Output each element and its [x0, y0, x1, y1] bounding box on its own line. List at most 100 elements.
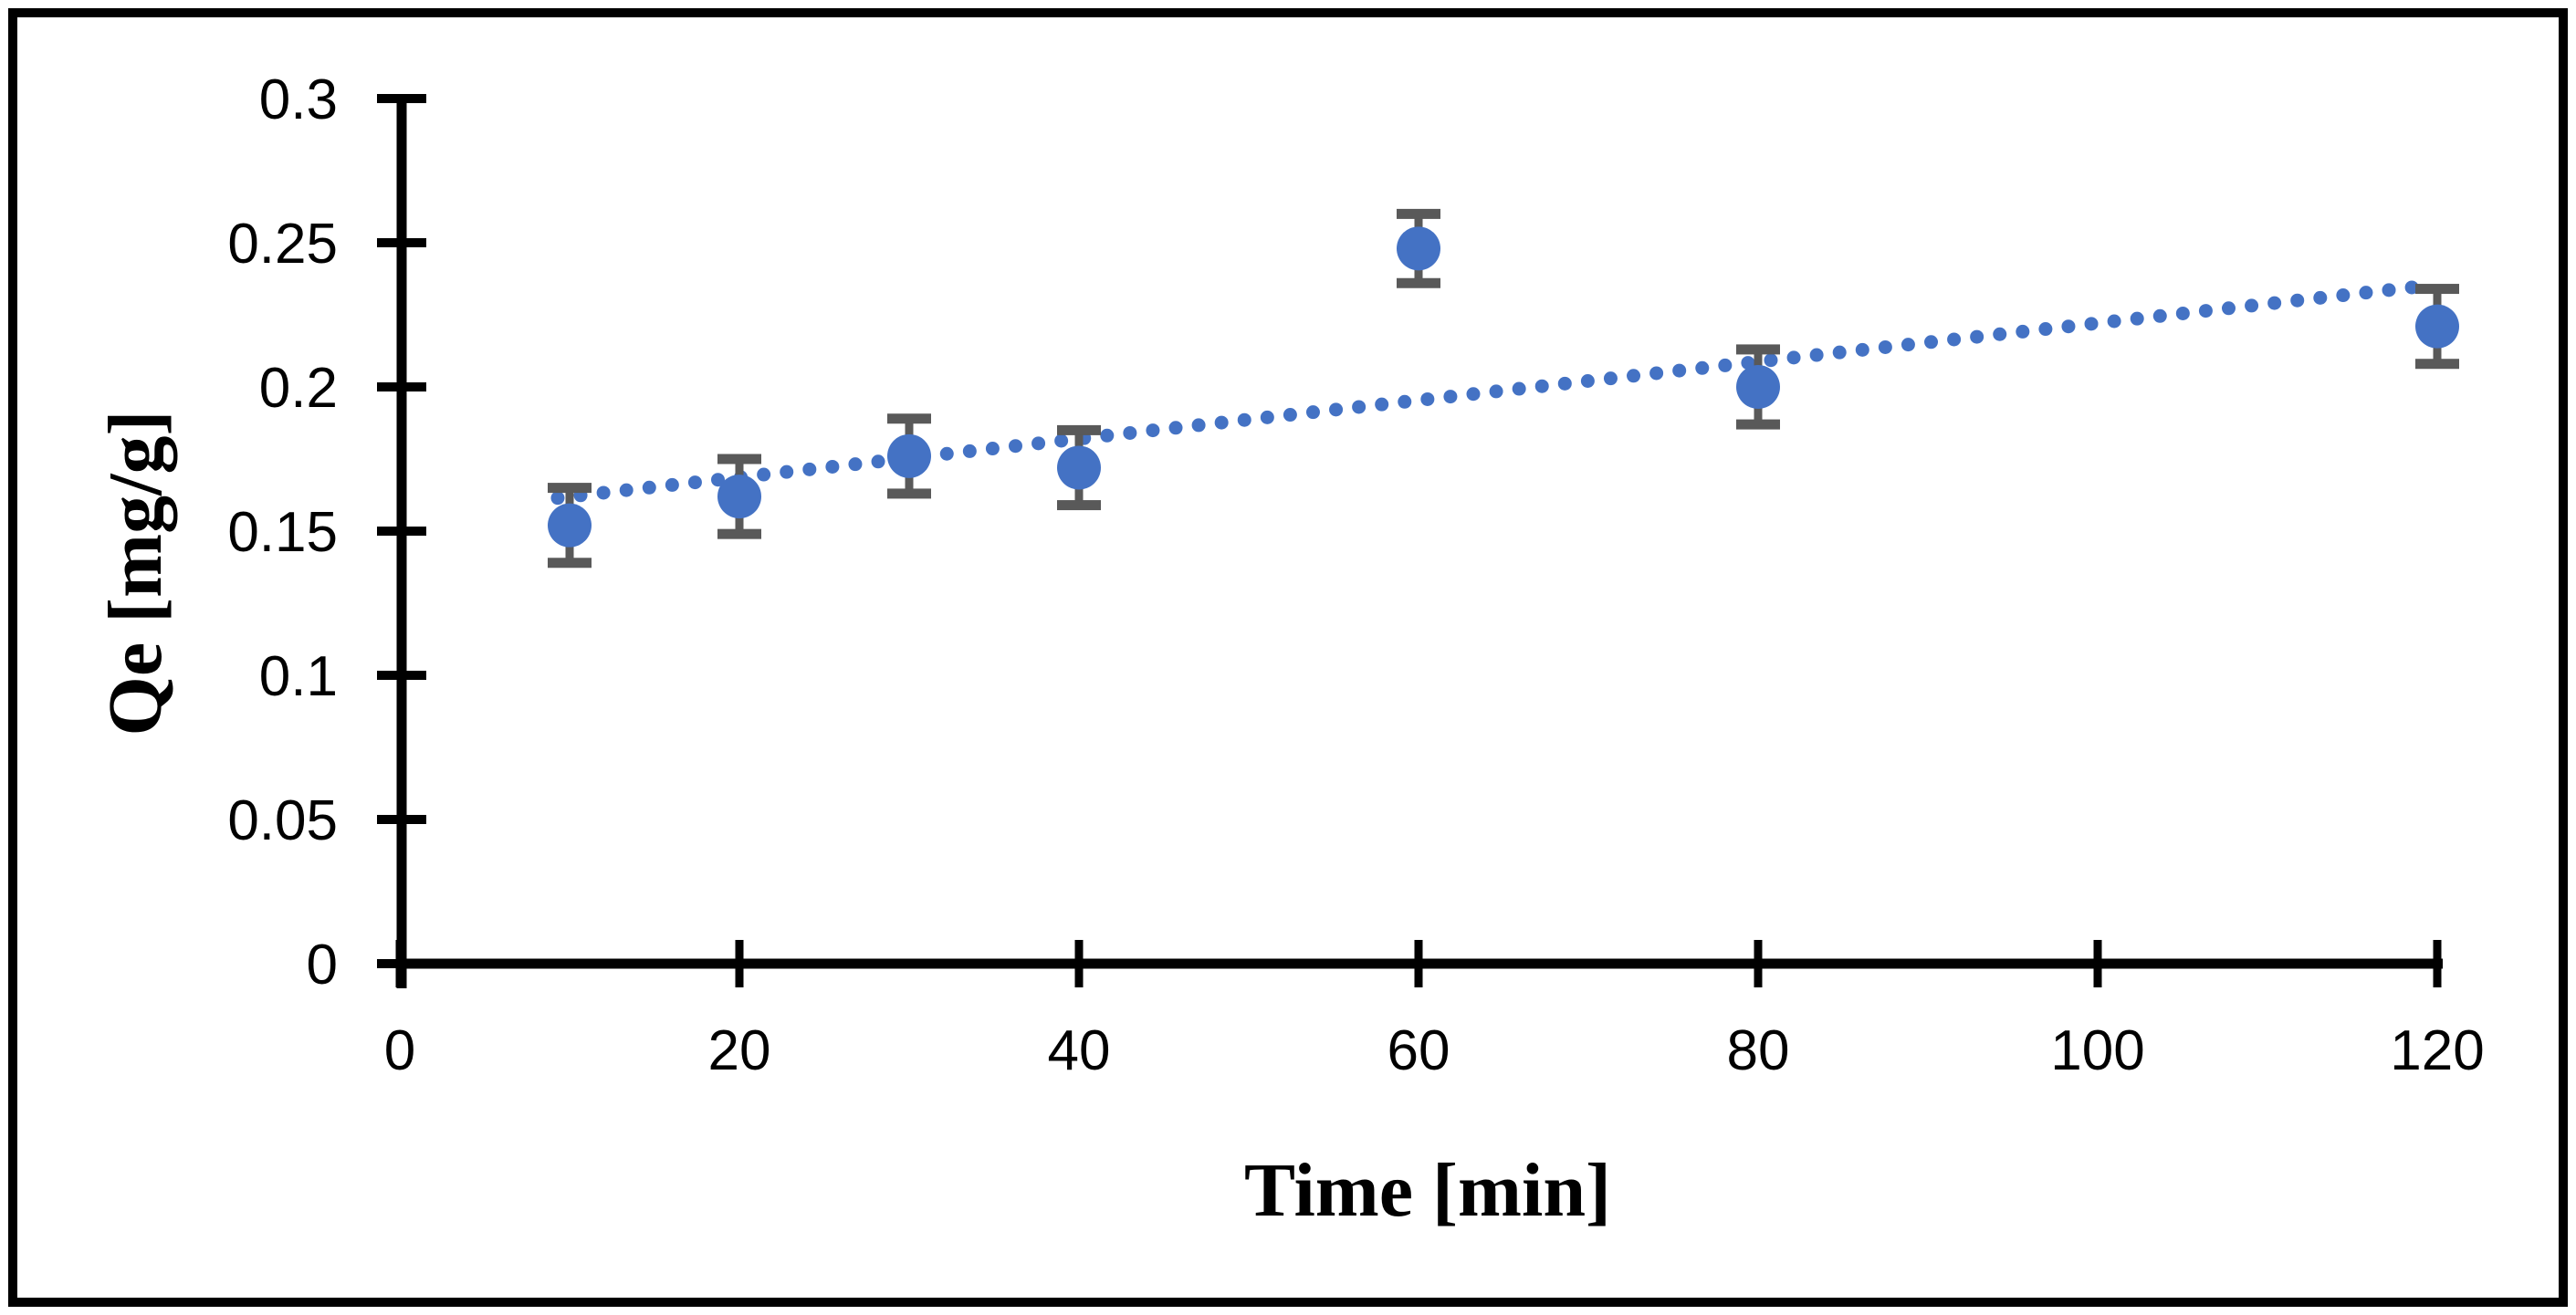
x-tick-label: 80	[1727, 1019, 1790, 1082]
error-bar-cap-top	[548, 483, 592, 494]
trendline-dot	[2245, 298, 2259, 313]
trendline-dot	[2198, 304, 2213, 318]
error-bar-cap-bottom	[2415, 359, 2459, 370]
chart-border	[8, 8, 2568, 1307]
y-axis-tick-labels: 0 0.05 0.1 0.15 0.2 0.25 0.3	[227, 68, 338, 997]
trendline-dot	[665, 477, 679, 492]
error-bar-cap-bottom	[717, 528, 761, 539]
trendline-dot	[825, 459, 840, 474]
trendline-dot	[2359, 286, 2373, 300]
trendline-dot	[1672, 363, 1687, 378]
trendline-dot	[711, 473, 726, 487]
y-axis-line	[396, 94, 407, 988]
data-point	[2415, 304, 2459, 349]
trendline-dot	[1008, 439, 1022, 454]
trendline-dot	[1489, 384, 1503, 399]
data-series	[548, 208, 2459, 569]
data-point	[1057, 445, 1101, 490]
trendline-dot	[1283, 408, 1297, 423]
trendline-dot	[2382, 283, 2396, 297]
x-tick	[395, 940, 404, 987]
trendline-dot	[962, 444, 977, 458]
y-tick-label: 0.05	[227, 789, 338, 852]
x-tick	[2433, 940, 2442, 987]
y-tick-label: 0.1	[259, 645, 338, 708]
trendline-dot	[1970, 329, 1984, 344]
x-tick-label: 0	[384, 1019, 415, 1082]
trendline-dot	[1878, 339, 1892, 354]
trendline-dot	[780, 464, 794, 479]
trendline-dot	[1809, 348, 1824, 362]
error-bar-cap-top	[717, 454, 761, 464]
x-tick	[1754, 940, 1763, 987]
x-tick-label: 120	[2390, 1019, 2484, 1082]
x-tick	[735, 940, 744, 987]
trendline-dot	[1100, 428, 1115, 443]
data-point	[548, 503, 592, 548]
x-tick-label: 40	[1048, 1019, 1111, 1082]
trendline-dot	[1764, 353, 1778, 368]
trendline-dot	[1466, 387, 1481, 402]
x-tick-label: 20	[708, 1019, 771, 1082]
error-bar-cap-bottom	[887, 488, 931, 499]
trendline-dot	[871, 454, 885, 469]
trendline-dot	[1031, 436, 1046, 451]
trendline-dot	[1695, 360, 1710, 375]
trendline-dot	[1191, 418, 1206, 433]
trendline-dot	[1237, 412, 1251, 427]
trendline-dot	[1123, 425, 1137, 440]
trendline-dot	[2404, 280, 2419, 295]
y-tick-label: 0	[307, 934, 338, 997]
trendline-dot	[2107, 314, 2121, 329]
x-axis-tick-labels: 0 20 40 60 80 100 120	[384, 1019, 2485, 1082]
error-bar-cap-bottom	[1057, 500, 1101, 511]
trendline-dot	[1924, 335, 1939, 350]
y-tick	[377, 671, 426, 680]
error-bar-cap-top	[2415, 284, 2459, 295]
trendline-dot	[848, 457, 863, 472]
y-tick	[377, 815, 426, 824]
error-bar-cap-top	[887, 413, 931, 424]
trendline-dot	[596, 485, 611, 500]
trendline-dot	[1557, 376, 1572, 391]
trendline-dot	[1214, 415, 1229, 430]
x-tick	[1414, 940, 1423, 987]
trendline-dot	[1832, 345, 1847, 360]
trendline-dot	[2290, 293, 2305, 308]
y-tick	[377, 94, 426, 103]
trendline-dot	[1718, 358, 1733, 372]
data-point	[717, 475, 761, 519]
x-tick-label: 60	[1387, 1019, 1450, 1082]
trendline-dot	[939, 446, 954, 461]
y-tick-label: 0.2	[259, 357, 338, 420]
trendline-dot	[619, 483, 634, 497]
trendline-dot	[2267, 296, 2282, 310]
error-bar-cap-top	[1397, 208, 1440, 219]
trendline-dot	[1329, 402, 1344, 417]
data-point	[1397, 226, 1440, 271]
x-tick	[2093, 940, 2102, 987]
trendline	[550, 280, 2419, 506]
trendline-dot	[757, 467, 771, 482]
error-bar-cap-bottom	[548, 558, 592, 569]
trendline-dot	[1512, 381, 1526, 396]
trendline-dot	[2221, 301, 2236, 316]
trendline-dot	[1627, 369, 1641, 383]
y-tick-label: 0.3	[259, 68, 338, 131]
y-tick-label: 0.25	[227, 213, 338, 276]
trendline-dot	[1260, 410, 1274, 424]
trendline-dot	[1305, 405, 1320, 420]
trendline-dot	[1420, 391, 1435, 406]
trendline-dot	[1603, 371, 1618, 386]
trendline-dot	[1901, 338, 1915, 352]
y-axis-title: Qe [mg/g]	[93, 411, 178, 736]
trendline-dot	[1993, 327, 2007, 341]
trendline-dot	[642, 480, 656, 495]
trendline-dot	[1054, 433, 1069, 448]
y-tick	[377, 527, 426, 536]
y-tick-label: 0.15	[227, 501, 338, 564]
error-bar-cap-bottom	[1736, 419, 1780, 430]
trendline-dot	[2152, 308, 2167, 323]
